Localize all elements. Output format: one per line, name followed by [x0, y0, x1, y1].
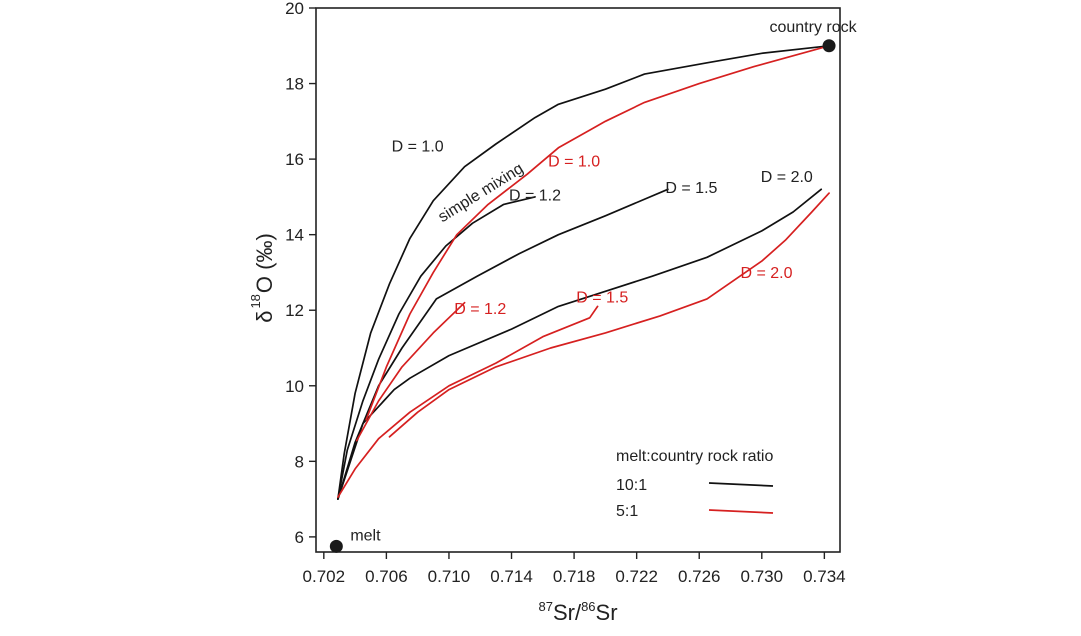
- y-tick-label: 14: [285, 226, 304, 245]
- y-tick-label: 18: [285, 75, 304, 94]
- x-axis-title: 87Sr/86Sr: [538, 599, 617, 625]
- curve-label: D = 2.0: [740, 265, 792, 282]
- x-tick-label: 0.730: [741, 567, 784, 586]
- x-tick-label: 0.702: [303, 567, 346, 586]
- y-tick-label: 20: [285, 0, 304, 18]
- y-tick-label: 6: [295, 528, 304, 547]
- series-line-red-10: [365, 44, 830, 421]
- series-line-black-20: [337, 188, 823, 500]
- x-tick-label: 0.734: [803, 567, 846, 586]
- x-tick-label: 0.710: [428, 567, 471, 586]
- curve-label: D = 2.0: [761, 169, 813, 186]
- x-tick-label: 0.706: [365, 567, 408, 586]
- x-tick-label: 0.718: [553, 567, 596, 586]
- x-tick-label: 0.714: [490, 567, 533, 586]
- y-tick-label: 16: [285, 150, 304, 169]
- series-line-black-10: [337, 44, 830, 500]
- curve-label: D = 1.0: [548, 154, 600, 171]
- curve-label: D = 1.0: [392, 139, 444, 156]
- curve-label: D = 1.2: [509, 188, 561, 205]
- legend-swatch: [708, 509, 774, 514]
- x-tick-label: 0.726: [678, 567, 721, 586]
- legend-swatch: [708, 482, 774, 487]
- series-line-black-12: [337, 196, 536, 500]
- endpoint-marker: [822, 39, 836, 53]
- legend-label: 5:1: [616, 503, 638, 520]
- plot-frame: [315, 7, 841, 553]
- series-line-red-20: [388, 192, 830, 438]
- svg-text:δ18O (‰): δ18O (‰): [248, 233, 277, 323]
- endpoint-marker: [329, 539, 343, 553]
- curve-label: D = 1.5: [665, 180, 717, 197]
- endpoint-label: country rock: [769, 19, 857, 36]
- y-axis-title: δ18O (‰): [248, 233, 277, 323]
- series-line-red-15: [337, 305, 599, 499]
- series-line-red-12: [355, 301, 466, 442]
- y-tick-label: 8: [295, 452, 304, 471]
- legend-title: melt:country rock ratio: [616, 448, 773, 465]
- series-line-black-15: [337, 188, 669, 500]
- endpoint-label: melt: [350, 527, 381, 544]
- curve-label: D = 1.2: [454, 301, 506, 318]
- y-tick-label: 10: [285, 377, 304, 396]
- curve-label: D = 1.5: [576, 290, 628, 307]
- y-tick-label: 12: [285, 301, 304, 320]
- x-tick-label: 0.722: [615, 567, 658, 586]
- legend-label: 10:1: [616, 477, 647, 494]
